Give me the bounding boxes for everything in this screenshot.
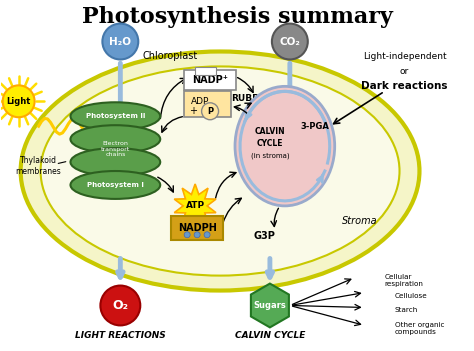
Ellipse shape xyxy=(21,52,419,291)
Circle shape xyxy=(201,103,219,120)
Text: CALVIN CYCLE: CALVIN CYCLE xyxy=(235,331,305,340)
FancyBboxPatch shape xyxy=(171,216,223,240)
Text: Thylakoid
membranes: Thylakoid membranes xyxy=(16,156,62,176)
Text: G3P: G3P xyxy=(254,231,276,241)
Ellipse shape xyxy=(235,86,335,206)
Text: RUBP: RUBP xyxy=(231,94,259,103)
Text: CYCLE: CYCLE xyxy=(256,139,283,148)
Text: Chloroplast: Chloroplast xyxy=(143,52,198,61)
Text: ATP: ATP xyxy=(185,201,205,210)
Text: CALVIN: CALVIN xyxy=(255,127,285,136)
Circle shape xyxy=(184,232,190,238)
Text: Other organic
compounds: Other organic compounds xyxy=(394,322,444,335)
Circle shape xyxy=(102,24,138,59)
Ellipse shape xyxy=(71,148,160,176)
Circle shape xyxy=(3,85,35,117)
Text: Photosystem I: Photosystem I xyxy=(87,182,144,188)
Polygon shape xyxy=(174,184,216,228)
Text: Starch: Starch xyxy=(394,307,418,313)
Text: 3-PGA: 3-PGA xyxy=(301,122,329,131)
Text: (in stroma): (in stroma) xyxy=(251,153,289,159)
Ellipse shape xyxy=(71,125,160,153)
Text: O₂: O₂ xyxy=(112,299,128,312)
Text: Light: Light xyxy=(7,97,31,106)
Text: ADP: ADP xyxy=(191,97,210,106)
Circle shape xyxy=(100,286,140,325)
Text: Cellulose: Cellulose xyxy=(394,292,427,298)
Text: Cellular
respiration: Cellular respiration xyxy=(384,274,423,287)
Text: Photosynthesis summary: Photosynthesis summary xyxy=(82,6,392,28)
Text: +: + xyxy=(189,106,197,116)
Ellipse shape xyxy=(71,171,160,199)
Polygon shape xyxy=(251,284,289,327)
Text: Dark reactions: Dark reactions xyxy=(361,81,448,91)
Text: Sugars: Sugars xyxy=(254,301,286,310)
Text: or: or xyxy=(400,67,409,76)
Text: P: P xyxy=(207,107,213,116)
Text: Stroma: Stroma xyxy=(342,216,377,226)
Circle shape xyxy=(272,24,308,59)
Text: LIGHT REACTIONS: LIGHT REACTIONS xyxy=(75,331,166,340)
Ellipse shape xyxy=(71,102,160,130)
Text: CO₂: CO₂ xyxy=(279,37,301,47)
Circle shape xyxy=(194,232,200,238)
Ellipse shape xyxy=(41,66,400,276)
Text: Photosystem II: Photosystem II xyxy=(86,113,145,119)
Text: NADP⁺: NADP⁺ xyxy=(192,75,228,85)
Text: Electron
transport
chains: Electron transport chains xyxy=(101,141,130,157)
FancyBboxPatch shape xyxy=(195,67,216,75)
Text: NADPH: NADPH xyxy=(178,223,217,233)
FancyBboxPatch shape xyxy=(184,71,236,90)
Text: H₂O: H₂O xyxy=(109,37,131,47)
Text: Light-independent: Light-independent xyxy=(363,52,447,61)
FancyBboxPatch shape xyxy=(184,91,231,117)
Circle shape xyxy=(204,232,210,238)
